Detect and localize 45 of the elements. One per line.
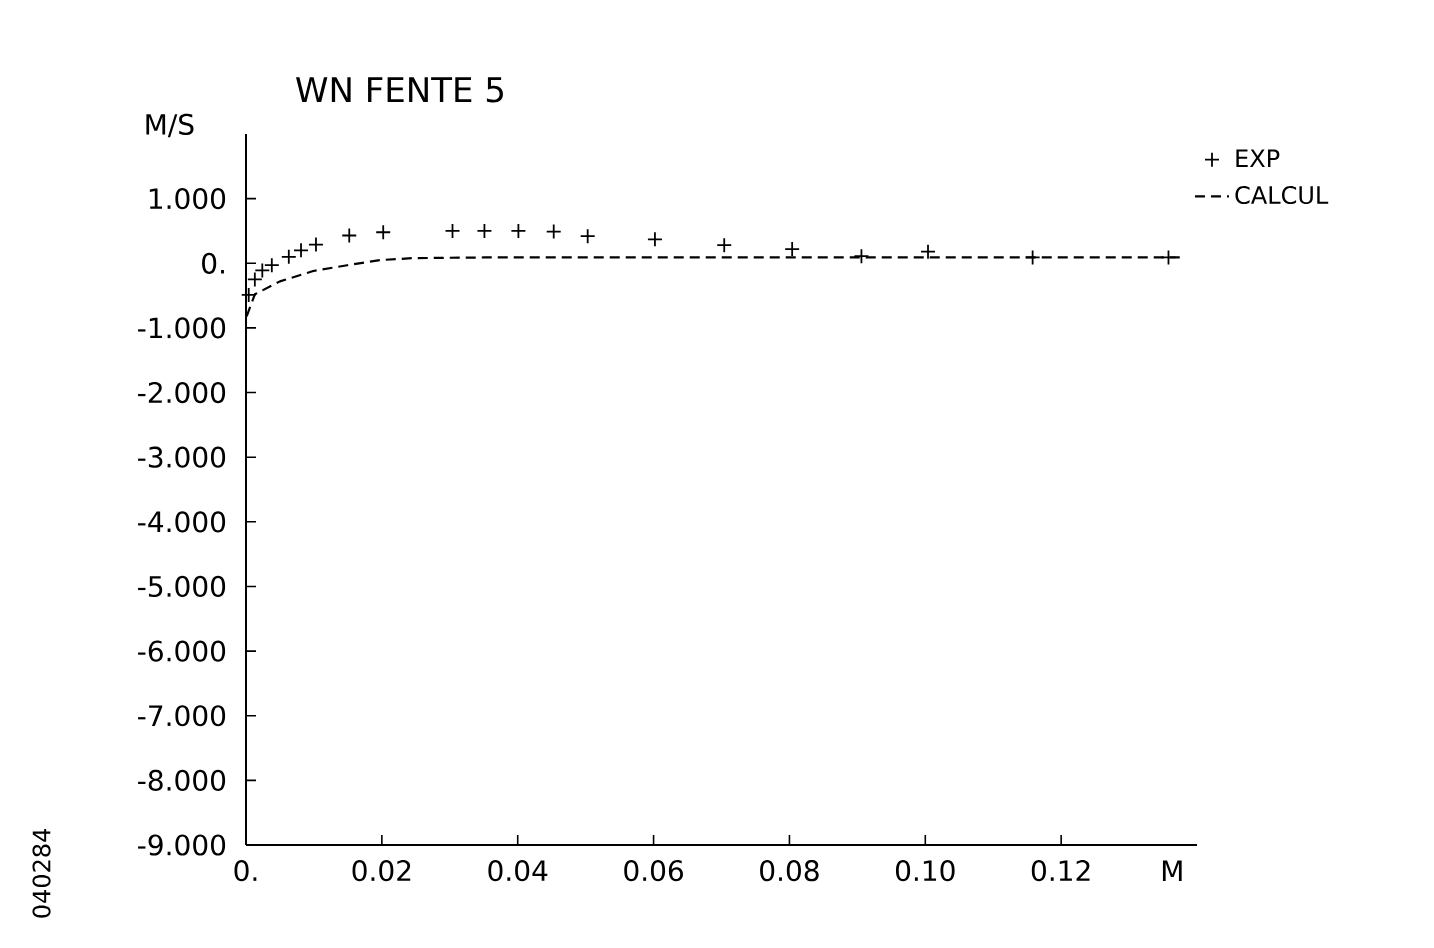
point [263, 257, 280, 274]
x-tick-label: 0.08 [760, 860, 819, 882]
x-axis-title: M [1162, 860, 1182, 881]
text: 040284 [32, 828, 51, 918]
y-tick-label: -9.000 [138, 834, 226, 856]
point [853, 248, 870, 265]
y-tick-label: -2.000 [138, 381, 226, 404]
point [716, 237, 733, 254]
point [444, 223, 461, 239]
legend-label: EXP [1236, 149, 1280, 167]
point [375, 224, 392, 241]
x-tick-label: 0.12 [1031, 860, 1090, 882]
legend-label: CALCUL [1235, 185, 1329, 205]
point [341, 227, 358, 244]
point [254, 262, 271, 279]
point [246, 271, 263, 288]
point [1024, 249, 1041, 266]
y-tick-label: -5.000 [138, 575, 226, 598]
y-tick-label: -7.000 [138, 705, 226, 727]
point [293, 242, 309, 259]
point [920, 243, 936, 260]
x-tick-label: 0.02 [352, 860, 411, 882]
point [510, 223, 527, 239]
y-tick-label: -1.000 [138, 317, 226, 339]
y-tick-label: 1.000 [149, 188, 226, 210]
point [476, 223, 493, 239]
y-tick-label: -4.000 [138, 511, 226, 533]
x-tick-label: 0. [234, 860, 257, 882]
x-tick-label: 0.06 [624, 860, 683, 882]
point [545, 223, 562, 240]
point [647, 231, 663, 248]
point [280, 248, 297, 265]
chart-title: WN FENTE 5 [296, 77, 503, 103]
point [308, 236, 324, 253]
y-tick-label: -3.000 [138, 446, 226, 468]
point [784, 241, 801, 257]
y-tick-label: -8.000 [138, 769, 226, 791]
x-tick-label: 0.04 [488, 860, 548, 882]
y-tick-label: 0. [202, 252, 224, 274]
point [240, 287, 257, 303]
y-tick-label: -6.000 [138, 640, 226, 662]
point [1160, 249, 1177, 266]
point [579, 228, 596, 245]
y-axis-title: M/S [146, 113, 194, 138]
x-tick-label: 0.10 [895, 860, 955, 882]
